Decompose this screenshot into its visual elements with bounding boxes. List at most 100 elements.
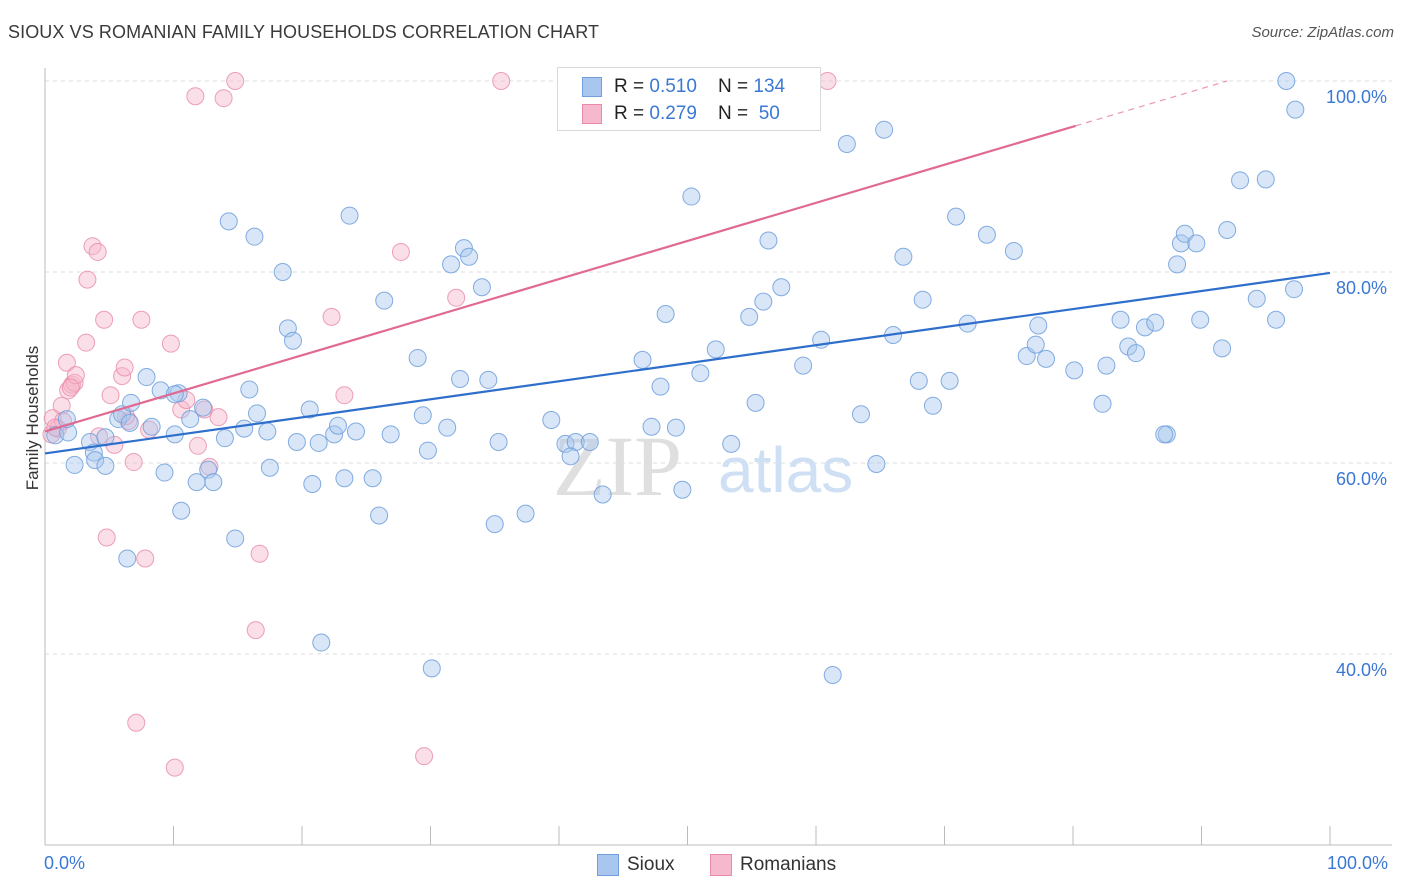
y-tick-label: 60.0% [1336, 469, 1388, 489]
sioux-point [1111, 310, 1130, 329]
romanians-point [83, 237, 102, 256]
sioux-point [1231, 171, 1250, 190]
romanians-point [818, 72, 837, 90]
sioux-point [300, 400, 319, 419]
romanians-point [200, 457, 219, 476]
romanians-point [186, 87, 205, 106]
sioux-point [260, 458, 279, 477]
sioux-point [1026, 335, 1045, 354]
sioux-n-value: 134 [753, 76, 786, 97]
sioux-point [284, 331, 303, 350]
romanians-point [57, 353, 76, 372]
romanians-r-value: 0.279 [649, 103, 697, 124]
y-tick-label: 80.0% [1336, 278, 1388, 298]
sioux-point [273, 263, 292, 281]
sioux-point [1093, 394, 1112, 413]
romanians-point [115, 358, 134, 377]
sioux-point [673, 480, 692, 499]
y-axis-label: Family Households [23, 345, 42, 491]
sioux-point [328, 416, 347, 435]
legend-sioux-swatch [597, 854, 619, 876]
sioux-point [413, 406, 432, 425]
sioux-point [309, 433, 328, 452]
sioux-point [454, 239, 473, 258]
romanians-n-label: N = [718, 103, 754, 124]
sioux-point [245, 227, 264, 246]
sioux-point [1168, 255, 1187, 274]
bottom-legend: Sioux Romanians [0, 850, 1406, 878]
watermark-zip: ZIP [553, 418, 682, 514]
sioux-point [65, 455, 84, 474]
sioux-point [1065, 361, 1084, 380]
sioux-point [172, 501, 191, 520]
y-tick-label: 100.0% [1326, 87, 1388, 107]
romanians-point [177, 390, 196, 409]
romanians-point [188, 436, 207, 455]
sioux-point [1175, 224, 1194, 243]
sioux-point [823, 666, 842, 685]
sioux-point [682, 187, 701, 206]
romanians-point [226, 72, 245, 90]
sioux-point [235, 419, 254, 438]
y-axis-label-wrap: Family Households [18, 300, 42, 540]
sioux-point [940, 371, 959, 390]
sioux-point [438, 418, 457, 437]
sioux-point [460, 247, 479, 266]
romanians-point [165, 758, 184, 777]
romanians-point [95, 310, 114, 329]
romanians-point [61, 378, 80, 397]
watermark: ZIP atlas [553, 418, 853, 514]
axes [44, 68, 1392, 846]
sioux-point [706, 340, 725, 359]
trend-lines [44, 80, 1331, 455]
stats-row-romanians: R = 0.279 N = 50 [582, 101, 780, 127]
sioux-point [740, 307, 759, 326]
sioux-point [303, 475, 322, 494]
romanians-point [88, 242, 107, 261]
sioux-point [1285, 280, 1304, 299]
stats-legend: R = 0.510 N = 134 R = 0.279 N = 50 [557, 67, 821, 131]
romanians-point [335, 386, 354, 405]
sioux-point [867, 454, 886, 473]
sioux-r-value: 0.510 [649, 76, 697, 97]
sioux-point [1029, 316, 1048, 335]
sioux-point [418, 441, 437, 460]
sioux-point [1119, 337, 1138, 356]
sioux-point [1267, 310, 1286, 329]
sioux-point [312, 633, 331, 652]
romanians-point [322, 307, 341, 326]
romanians-point [250, 544, 269, 563]
sioux-point [947, 207, 966, 226]
gridlines [45, 80, 1392, 655]
legend-romanians-label: Romanians [740, 854, 837, 875]
sioux-point [335, 469, 354, 488]
sioux-point [759, 231, 778, 250]
sioux-point [1135, 318, 1154, 337]
sioux-point [1004, 241, 1023, 260]
sioux-point [851, 405, 870, 424]
sioux-point [451, 369, 470, 388]
sioux-point [923, 396, 942, 415]
watermark-atlas: atlas [718, 434, 853, 506]
sioux-point [566, 432, 585, 451]
romanians-point [127, 713, 146, 732]
sioux-point [1097, 356, 1116, 375]
sioux-point [219, 212, 238, 231]
sioux-point [837, 135, 856, 154]
sioux-points [46, 72, 1305, 685]
romanians-point [78, 270, 97, 289]
sioux-point [561, 447, 580, 466]
sioux-point [381, 425, 400, 444]
romanians-point [97, 528, 116, 547]
sioux-point [165, 385, 184, 404]
sioux-point [287, 432, 306, 451]
sioux-point [909, 371, 928, 390]
romanians-point [77, 333, 96, 352]
sioux-point [485, 515, 504, 534]
romanians-point [415, 747, 434, 766]
sioux-point [1191, 310, 1210, 329]
x-tick-label-min: 0.0% [44, 853, 86, 873]
sioux-point [370, 506, 389, 525]
sioux-point [666, 418, 685, 437]
